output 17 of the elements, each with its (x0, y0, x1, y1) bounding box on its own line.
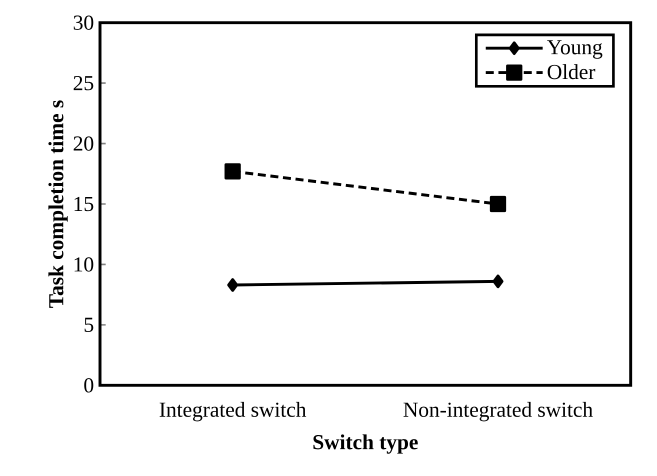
y-tick-label: 30 (74, 15, 94, 30)
point (224, 163, 241, 180)
legend-label: Older (548, 64, 596, 80)
x-tick-label: Integrated switch (160, 402, 306, 422)
point (492, 274, 504, 288)
y-tick-label: 0 (84, 378, 94, 393)
y-tick-label: 25 (74, 76, 94, 90)
y-tick-label: 10 (74, 257, 94, 272)
y-tick-label: 5 (84, 318, 94, 332)
x-tick-label: Non-integrated switch (404, 402, 593, 422)
y-tick-label: 20 (74, 136, 94, 151)
y-axis-title: Task completion time s (48, 100, 68, 308)
y-tick-label: 15 (74, 196, 94, 212)
point (490, 196, 506, 212)
x-axis-title: Switch type (313, 434, 418, 454)
legend-label: Young (547, 40, 602, 59)
point (227, 278, 238, 292)
